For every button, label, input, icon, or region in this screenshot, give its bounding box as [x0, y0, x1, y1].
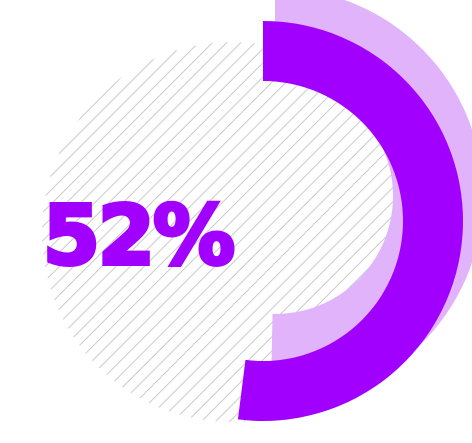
percentage-arc	[237, 21, 464, 422]
percentage-label: 52%	[43, 189, 233, 284]
